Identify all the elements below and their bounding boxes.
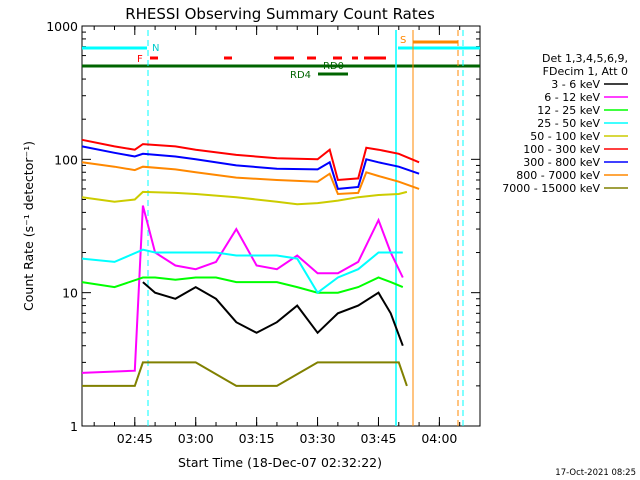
series-line-4 — [81, 190, 408, 206]
series-line-7 — [81, 161, 420, 196]
y-axis-label: Count Rate (s⁻¹ detector⁻¹) — [21, 141, 36, 311]
legend-title-line: Det 1,3,4,5,6,9, — [542, 52, 628, 65]
y-tick-label: 10 — [62, 286, 78, 301]
legend-title-line: FDecim 1, Att 0 — [543, 65, 628, 78]
legend-entry-label: 300 - 800 keV — [523, 156, 600, 169]
x-tick-label: 03:30 — [300, 431, 336, 446]
x-tick-label: 04:00 — [421, 431, 457, 446]
series-line-1 — [81, 205, 404, 374]
legend-entry-label: 6 - 12 keV — [544, 91, 600, 104]
series-line-8 — [82, 361, 408, 387]
series-line-6 — [81, 145, 420, 190]
plot-area: 1 10 100 1000 02:45 03:00 03:15 03:30 03:45 04:0… — [46, 19, 481, 446]
n-label: N — [152, 43, 159, 54]
legend-entry-label: 3 - 6 keV — [551, 78, 600, 91]
legend-entry-label: 800 - 7000 keV — [516, 169, 600, 182]
legend: Det 1,3,4,5,6,9,FDecim 1, Att 03 - 6 keV… — [502, 52, 628, 195]
rd4-label: RD4 — [290, 70, 311, 81]
plot-frame — [81, 25, 481, 427]
series-line-5 — [81, 138, 420, 182]
series-line-2 — [81, 276, 404, 294]
x-tick-label: 03:15 — [239, 431, 275, 446]
x-tick-label: 03:45 — [360, 431, 396, 446]
series-line-0 — [142, 281, 404, 347]
legend-entry-label: 100 - 300 keV — [523, 143, 600, 156]
f-label: F — [137, 54, 143, 65]
x-tick-label: 02:45 — [117, 431, 153, 446]
x-axis-label: Start Time (18-Dec-07 02:32:22) — [178, 455, 382, 470]
x-tick-label: 03:00 — [178, 431, 214, 446]
legend-entry-label: 12 - 25 keV — [537, 104, 600, 117]
legend-entry-label: 7000 - 15000 keV — [502, 182, 600, 195]
legend-entry-label: 50 - 100 keV — [530, 130, 600, 143]
legend-entry-label: 25 - 50 keV — [537, 117, 600, 130]
timestamp: 17-Oct-2021 08:25 — [555, 468, 636, 478]
s-label: S — [400, 35, 406, 46]
y-tick-label: 1000 — [46, 19, 78, 34]
chart-title: RHESSI Observing Summary Count Rates — [125, 5, 435, 23]
y-tick-label: 1 — [70, 419, 78, 434]
series-line-3 — [81, 248, 403, 295]
rd0-label: RD0 — [323, 61, 344, 72]
y-tick-label: 100 — [54, 152, 78, 167]
